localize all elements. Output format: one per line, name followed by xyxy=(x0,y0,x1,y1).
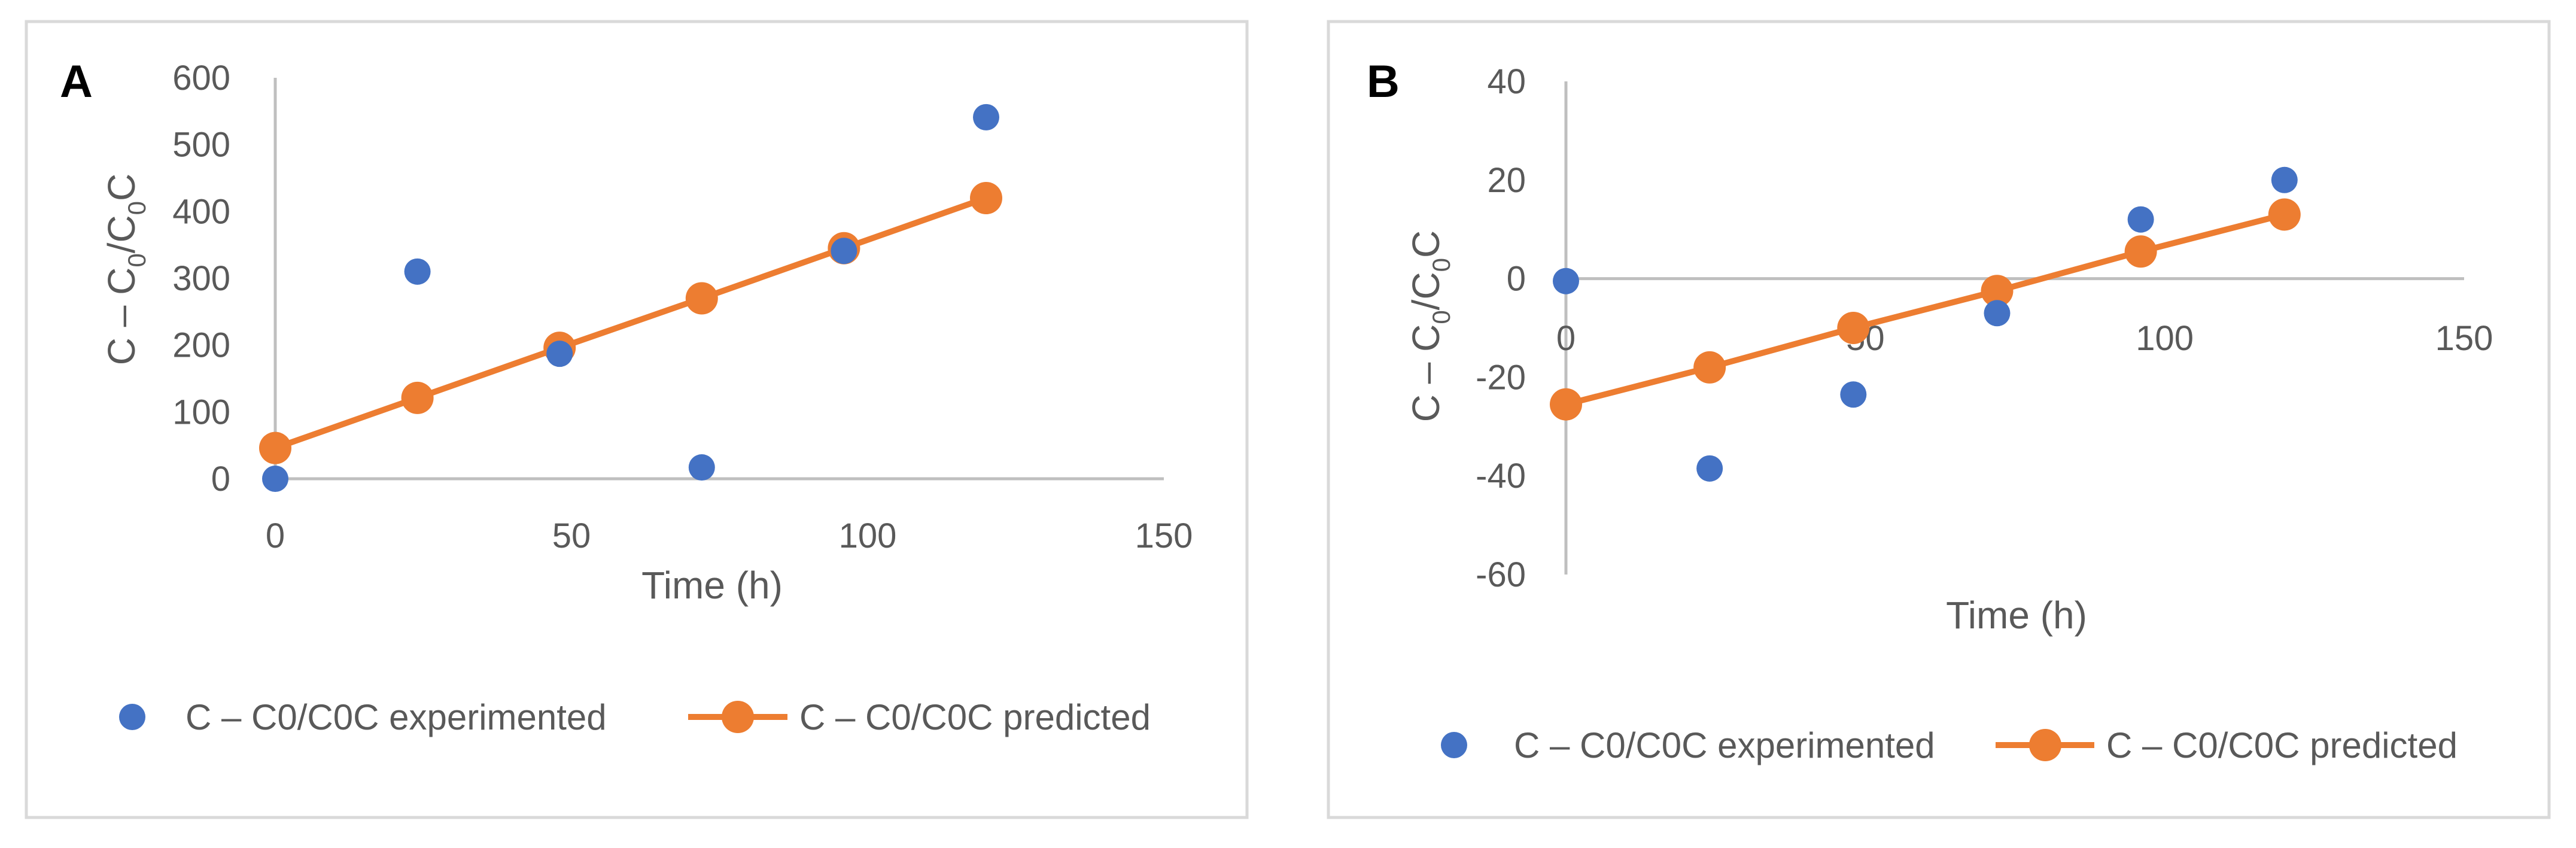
panel-a-x-axis-title: Time (h) xyxy=(641,564,783,607)
panel-b-experimented-point xyxy=(2127,206,2154,233)
panel-b-legend: C – C0/C0C experimented C – C0/C0C predi… xyxy=(1441,725,2458,765)
panel-b-legend-predicted-label: C – C0/C0C predicted xyxy=(2106,725,2458,765)
panel-a-y-tick-label: 500 xyxy=(172,126,230,165)
panel-a-y-tick-label: 400 xyxy=(172,192,230,231)
panel-b-experimented-point xyxy=(1553,268,1579,294)
panel-b-frame xyxy=(1327,20,2551,819)
panel-b-x-tick-label: 0 xyxy=(1556,319,1576,358)
panel-b-experimented-point xyxy=(1696,455,1723,482)
panel-b-experimented-point xyxy=(1840,381,1867,408)
panel-a-predicted-point xyxy=(401,381,434,414)
panel-a-legend: C – C0/C0C experimented C – C0/C0C predi… xyxy=(119,697,1151,737)
panel-b-predicted-point xyxy=(1693,351,1726,384)
panel-b-letter: B xyxy=(1367,56,1400,107)
panel-b-predicted-line xyxy=(1565,211,2286,408)
panel-a-legend-experimented-label: C – C0/C0C experimented xyxy=(185,697,607,737)
panel-b-predicted-point xyxy=(2124,235,2157,268)
panel-b-y-tick-label: -40 xyxy=(1476,457,1526,496)
panel-b-y-axis-title: C – C0/C0C xyxy=(1404,230,1455,423)
panel-a: A 0 100 200 300 400 500 600 0 50 100 150 Time (h) C … xyxy=(25,20,1249,819)
panel-b-predicted-point xyxy=(1981,275,2014,308)
panel-b-plot: -60-40-2002040050100150Time (h)C – C0/C0… xyxy=(1404,62,2493,637)
panel-a-x-tick-label: 150 xyxy=(1135,516,1193,555)
panel-a-y-tick-label: 200 xyxy=(172,326,230,365)
panel-b-y-tick-label: -20 xyxy=(1476,358,1526,397)
panel-a-y-tick-label: 0 xyxy=(211,460,230,499)
panel-a-x-tick-label: 100 xyxy=(839,516,897,555)
panel-a-y-tick-label: 100 xyxy=(172,393,230,431)
panel-a-y-tick-label: 600 xyxy=(172,59,230,98)
panel-b-y-tick-label: 40 xyxy=(1487,62,1526,101)
panel-a-experimented-point xyxy=(973,104,999,130)
panel-a-experimented-point xyxy=(404,258,431,285)
panel-b-y-tick-label: 20 xyxy=(1487,161,1526,200)
panel-b-legend-experimented-marker xyxy=(1441,732,1467,758)
panel-b: B -60-40-2002040050100150Time (h)C – C0/… xyxy=(1327,20,2551,819)
panel-b-legend-experimented-label: C – C0/C0C experimented xyxy=(1514,725,1935,765)
panel-a-predicted-point xyxy=(259,431,291,464)
panel-b-x-tick-label: 150 xyxy=(2435,319,2493,358)
panel-b-experimented-point xyxy=(2271,166,2298,193)
panel-a-letter: A xyxy=(60,56,93,107)
panel-b-predicted-point xyxy=(1550,388,1582,421)
panel-b-experimented-point xyxy=(1984,300,2011,327)
panel-a-legend-experimented-marker xyxy=(119,704,145,730)
panel-a-y-axis-title: C – C0/C0C xyxy=(100,174,151,366)
panel-b-predicted-point xyxy=(1837,312,1870,344)
panel-a-experimented-point xyxy=(831,238,857,265)
panel-a-plot: 0 100 200 300 400 500 600 0 50 100 150 Time (h) C – … xyxy=(100,59,1193,607)
panel-b-y-tick-label: -60 xyxy=(1476,555,1526,594)
panel-a-experimented-point xyxy=(688,454,715,481)
panel-a-predicted-line xyxy=(274,195,987,451)
panel-a-y-tick-label: 300 xyxy=(172,259,230,298)
panel-a-x-tick-label: 50 xyxy=(552,516,591,555)
panel-a-predicted-point xyxy=(970,182,1002,214)
panel-b-legend-predicted-marker xyxy=(2029,729,2061,761)
panel-a-legend-predicted-label: C – C0/C0C predicted xyxy=(799,697,1151,737)
panel-a-x-tick-label: 0 xyxy=(266,516,285,555)
panel-a-frame xyxy=(25,20,1249,819)
panel-b-y-tick-label: 0 xyxy=(1507,260,1526,299)
panel-a-predicted-point xyxy=(685,282,718,315)
panel-b-predicted-point xyxy=(2268,198,2301,231)
panel-b-x-tick-label: 100 xyxy=(2136,319,2194,358)
panel-b-x-axis-title: Time (h) xyxy=(1946,594,2087,637)
panel-a-legend-predicted-marker xyxy=(722,701,754,733)
panel-a-experimented-point xyxy=(262,466,288,492)
panel-a-experimented-point xyxy=(546,341,573,367)
